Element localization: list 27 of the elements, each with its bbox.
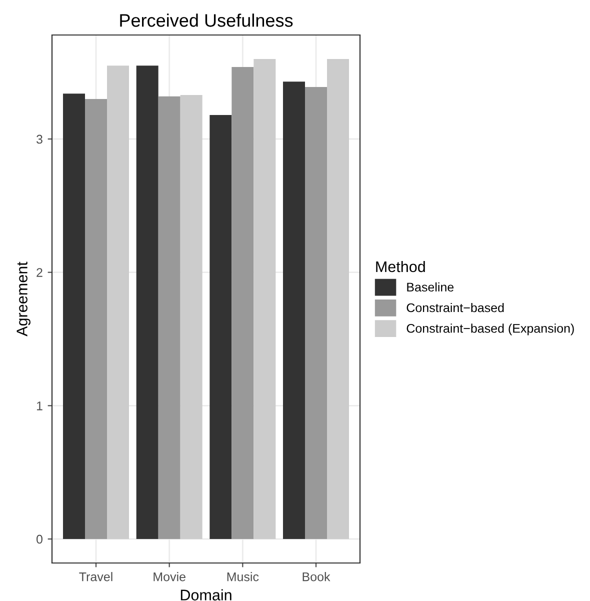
legend-title: Method — [376, 260, 425, 272]
y-tick-label: 0 — [36, 534, 42, 544]
bar — [85, 99, 107, 539]
y-tick-label: 2 — [36, 268, 42, 277]
x-tick-label: Movie — [154, 572, 186, 582]
chart-title: Perceived Usefulness — [120, 14, 293, 27]
x-tick-label: Book — [302, 572, 330, 582]
y-tick-label: 1 — [36, 402, 42, 410]
bar — [254, 59, 276, 539]
bar — [232, 67, 254, 539]
legend-label: Baseline — [407, 282, 454, 292]
x-tick-label: Music — [227, 572, 259, 582]
bar — [327, 59, 349, 539]
bar — [136, 66, 158, 539]
bar — [63, 94, 85, 539]
x-tick-label: Travel — [79, 572, 112, 582]
bar — [107, 66, 129, 539]
legend-label: Constraint−based (Expansion) — [406, 324, 574, 336]
y-tick-label: 3 — [36, 134, 42, 144]
bar — [158, 96, 180, 539]
x-axis-title: Domain — [180, 589, 232, 600]
bar — [305, 87, 327, 539]
y-axis-title: Agreement — [16, 262, 30, 336]
legend-label: Constraint−based — [406, 303, 504, 312]
bar — [180, 95, 202, 539]
bar — [283, 82, 305, 539]
bar — [210, 115, 232, 539]
